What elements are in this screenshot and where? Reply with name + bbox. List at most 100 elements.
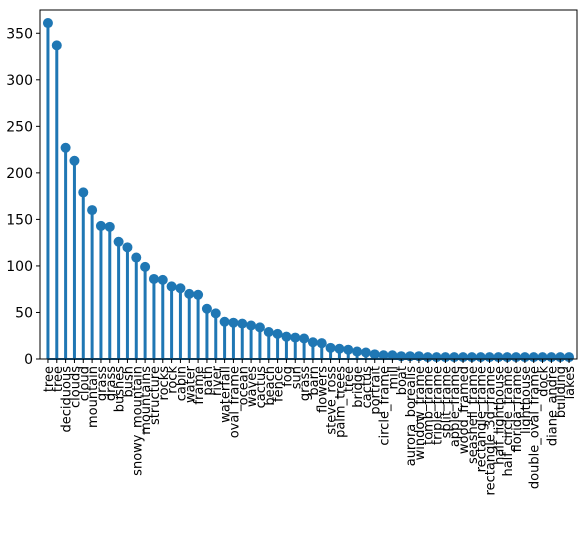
x-tick-label: cactus <box>360 366 375 409</box>
data-point-marker <box>519 352 530 363</box>
x-axis: treetreedeciduouscloudscloudmountaingras… <box>42 359 578 495</box>
x-tick-label: rectangle_frame <box>475 366 490 472</box>
data-point-marker <box>113 236 124 247</box>
x-tick-label: waterfall <box>219 366 234 423</box>
x-tick-label: half_lighthouse <box>492 366 507 465</box>
x-tick-label: snowy_mountain <box>130 366 145 476</box>
x-tick-label: grass <box>95 366 110 401</box>
data-point-marker <box>157 274 168 285</box>
x-tick-label: florida_frame <box>510 366 525 452</box>
data-point-marker <box>104 221 115 232</box>
data-point-marker <box>51 40 62 51</box>
data-point-marker <box>210 308 221 319</box>
data-point-marker <box>502 352 513 363</box>
data-point-marker <box>369 349 380 360</box>
x-tick-label: rocks <box>157 366 172 401</box>
y-tick-label: 250 <box>6 119 33 135</box>
data-point-marker <box>334 343 345 354</box>
data-point-marker <box>316 338 327 349</box>
x-tick-label: rectangle_3d_frame <box>484 366 499 495</box>
x-tick-label: cloud <box>77 366 92 401</box>
data-point-marker <box>528 352 539 363</box>
data-point-marker <box>475 352 486 363</box>
data-point-marker <box>69 155 80 166</box>
x-tick-label: seashell_frame <box>466 366 481 464</box>
data-point-marker <box>184 288 195 299</box>
x-tick-label: cabin <box>174 366 189 401</box>
y-tick-label: 100 <box>6 259 33 275</box>
x-tick-label: lighthouse <box>519 366 534 434</box>
data-point-marker <box>122 242 133 253</box>
x-tick-label: palm_trees <box>333 366 348 438</box>
x-tick-label: dock <box>537 366 552 397</box>
y-tick-label: 150 <box>6 212 33 228</box>
data-point-marker <box>422 352 433 363</box>
data-point-marker <box>263 327 274 338</box>
x-tick-label: tree <box>51 366 66 392</box>
x-tick-label: beach <box>263 366 278 406</box>
x-tick-label: tomb_frame <box>422 366 437 445</box>
data-point-marker <box>299 333 310 344</box>
x-tick-label: triple_frame <box>431 366 446 445</box>
data-point-marker <box>484 352 495 363</box>
x-tick-label: bushes <box>113 366 128 413</box>
data-point-marker <box>352 346 363 357</box>
x-tick-label: steve_ross <box>325 366 340 435</box>
data-point-marker <box>42 18 53 29</box>
x-tick-label: boat <box>395 366 410 395</box>
x-tick-label: fence <box>272 366 287 402</box>
data-point-marker <box>360 347 371 358</box>
data-point-marker <box>431 352 442 363</box>
x-tick-label: flowers <box>316 366 331 413</box>
x-tick-label: portrait <box>369 366 384 415</box>
x-tick-label: mountain <box>86 366 101 428</box>
x-tick-label: building <box>554 366 569 418</box>
x-tick-label: bush <box>121 366 136 398</box>
data-point-marker <box>131 252 142 263</box>
data-point-marker <box>466 352 477 363</box>
data-point-marker <box>237 318 248 329</box>
x-tick-label: waves <box>245 366 260 407</box>
x-tick-label: mountains <box>139 366 154 435</box>
x-tick-label: mill <box>386 366 401 390</box>
x-tick-label: barn <box>307 366 322 396</box>
data-point-marker <box>555 352 566 363</box>
x-tick-label: double_oval_frame <box>528 366 543 489</box>
data-point-marker <box>307 337 318 348</box>
x-tick-label: diane_andre <box>545 366 560 446</box>
data-point-marker <box>546 352 557 363</box>
x-tick-label: apple_frame <box>448 366 463 447</box>
data-point-marker <box>387 350 398 361</box>
x-tick-label: fog <box>280 366 295 387</box>
data-point-marker <box>87 205 98 216</box>
data-point-marker <box>290 332 301 343</box>
x-tick-label: frame <box>192 366 207 405</box>
markers-layer <box>42 18 575 363</box>
y-tick-label: 200 <box>6 166 33 182</box>
x-tick-label: grass <box>298 366 313 401</box>
y-tick-label: 300 <box>6 73 33 89</box>
data-point-marker <box>343 344 354 355</box>
x-tick-label: ocean <box>236 366 251 405</box>
x-tick-label: grass <box>104 366 119 401</box>
data-point-marker <box>325 342 336 353</box>
data-point-marker <box>219 316 230 327</box>
y-tick-label: 350 <box>6 26 33 42</box>
data-point-marker <box>254 322 265 333</box>
data-point-marker <box>511 352 522 363</box>
data-point-marker <box>148 273 159 284</box>
data-point-marker <box>493 352 504 363</box>
x-tick-label: wood_framed <box>457 366 472 454</box>
x-tick-label: deciduous <box>60 366 75 433</box>
x-tick-label: half_circle_frame <box>501 366 516 477</box>
x-tick-label: bridge <box>351 366 366 408</box>
data-point-marker <box>201 303 212 314</box>
x-tick-label: cactus <box>254 366 269 409</box>
x-tick-label: rock <box>166 366 181 394</box>
x-tick-label: water <box>183 365 198 403</box>
x-tick-label: structure <box>148 366 163 425</box>
x-tick-label: circle_frame <box>378 366 393 446</box>
data-point-marker <box>449 352 460 363</box>
